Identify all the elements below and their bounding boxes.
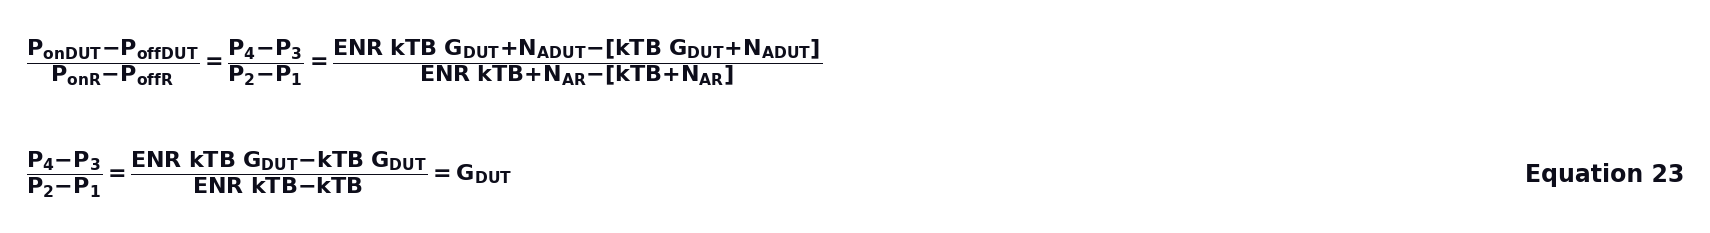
- Text: $\mathbf{\dfrac{P_4{-}P_3}{P_2{-}P_1} = \dfrac{ENR\ kTB\ G_{DUT}{-}kTB\ G_{DUT}}: $\mathbf{\dfrac{P_4{-}P_3}{P_2{-}P_1} = …: [26, 150, 511, 200]
- Text: Equation 23: Equation 23: [1525, 163, 1684, 187]
- Text: $\mathbf{\dfrac{P_{onDUT}{-}P_{offDUT}}{P_{onR}{-}P_{offR}} = \dfrac{P_4{-}P_3}{: $\mathbf{\dfrac{P_{onDUT}{-}P_{offDUT}}{…: [26, 38, 823, 88]
